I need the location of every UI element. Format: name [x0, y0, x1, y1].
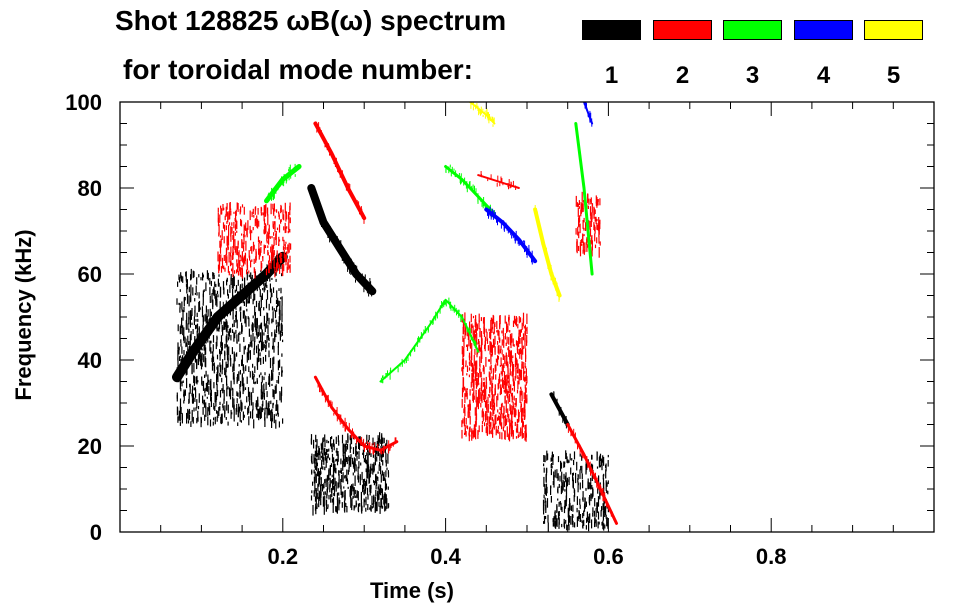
- legend-label-mode-2: 2: [675, 62, 690, 89]
- legend-swatch-mode-3: [723, 20, 782, 40]
- chart-title-line2: for toroidal mode number:: [123, 54, 473, 85]
- y-tick-label: 0: [90, 520, 102, 545]
- series-18: [484, 206, 538, 265]
- series-15: [379, 297, 480, 384]
- legend-label-mode-4: 4: [816, 62, 831, 89]
- series-11: [477, 171, 520, 190]
- x-tick-label: 0.2: [268, 544, 299, 569]
- legend-swatch-mode-4: [794, 20, 853, 40]
- mode-trace: [444, 165, 496, 216]
- y-tick-label: 20: [78, 434, 102, 459]
- series-4: [310, 432, 390, 516]
- legend-label-mode-3: 3: [745, 62, 760, 89]
- series-19: [583, 102, 594, 127]
- mode-trace: [477, 174, 520, 189]
- spectrogram-data: [172, 102, 618, 532]
- y-tick-label: 80: [78, 176, 102, 201]
- legend-label-mode-5: 5: [886, 62, 901, 89]
- mode-trace: [307, 184, 377, 296]
- series-9: [313, 375, 399, 455]
- series-8: [313, 121, 367, 224]
- series-1: [176, 268, 284, 429]
- series-17: [574, 122, 594, 276]
- x-axis-label: Time (s): [370, 578, 454, 603]
- series-10: [461, 312, 528, 442]
- series-5: [542, 450, 610, 532]
- series-12: [575, 191, 601, 258]
- mode-trace: [379, 298, 480, 383]
- x-tick-label: 0.6: [593, 544, 624, 569]
- series-7: [217, 202, 292, 279]
- legend-swatch-mode-2: [653, 20, 712, 40]
- x-tick-label: 0.4: [430, 544, 461, 569]
- y-tick-label: 100: [65, 90, 102, 115]
- series-21: [469, 102, 496, 127]
- legend-label-mode-1: 1: [604, 62, 619, 89]
- series-3: [307, 184, 377, 297]
- x-tick-label: 0.8: [756, 544, 787, 569]
- chart-title-line1: Shot 128825 ωB(ω) spectrum: [115, 5, 507, 36]
- y-axis-label: Frequency (kHz): [11, 229, 36, 400]
- series-16: [444, 164, 496, 218]
- series-14: [264, 163, 302, 204]
- y-tick-label: 60: [78, 262, 102, 287]
- y-tick-label: 40: [78, 348, 102, 373]
- series-6: [549, 391, 570, 429]
- legend-swatch-mode-1: [582, 20, 641, 40]
- series-13: [566, 423, 618, 525]
- series-20: [533, 205, 562, 302]
- legend-swatch-mode-5: [864, 20, 923, 40]
